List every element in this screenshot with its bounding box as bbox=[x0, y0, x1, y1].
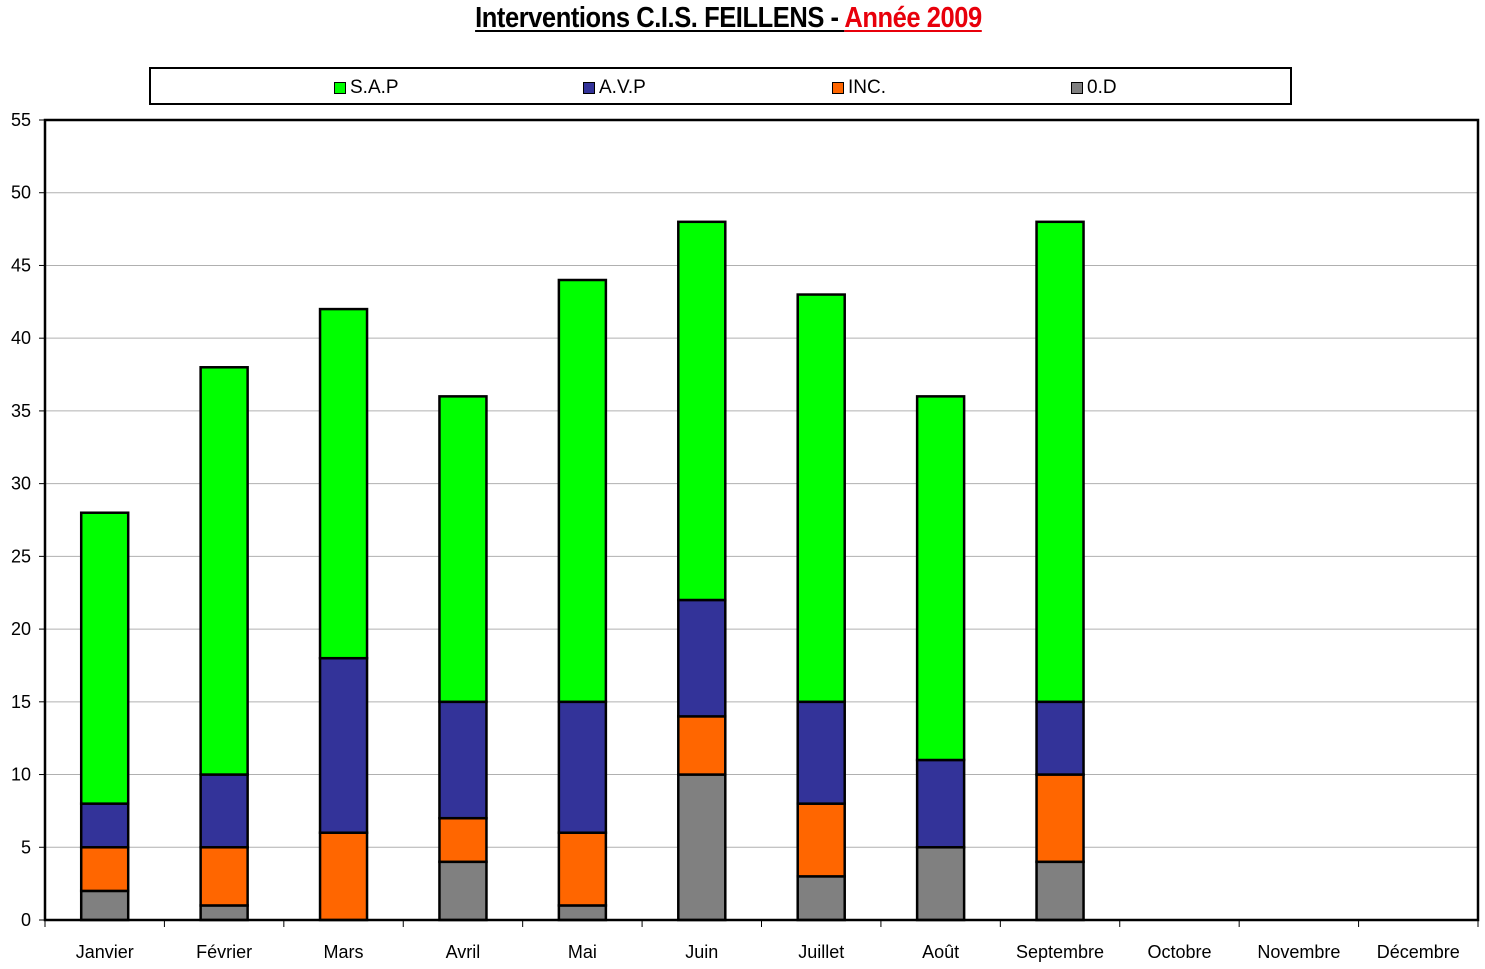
y-tick-label-50: 50 bbox=[11, 183, 31, 203]
bar-juin-avp bbox=[677, 598, 727, 718]
x-tick-label-février: Février bbox=[196, 942, 252, 962]
legend-swatch-avp bbox=[583, 82, 595, 94]
legend-label-avp: A.V.P bbox=[599, 77, 646, 98]
legend-item-avp: A.V.P bbox=[583, 77, 646, 98]
bar-avril-0d bbox=[438, 860, 488, 922]
x-tick-label-janvier: Janvier bbox=[76, 942, 134, 962]
y-tick-label-55: 55 bbox=[11, 110, 31, 130]
bar-juin-0d bbox=[677, 773, 727, 922]
bar-septembre-inc bbox=[1035, 773, 1085, 864]
bar-mai-sap bbox=[557, 278, 608, 704]
y-tick-label-45: 45 bbox=[11, 255, 31, 275]
chart-title-year: Année 2009 bbox=[844, 2, 982, 34]
chart-title-main: Interventions C.I.S. FEILLENS - bbox=[475, 2, 845, 34]
bar-avril-avp bbox=[438, 700, 488, 820]
bar-juillet-avp bbox=[796, 700, 846, 805]
bar-juillet-sap bbox=[796, 293, 846, 704]
bar-février-inc bbox=[199, 846, 249, 907]
y-tick-label-15: 15 bbox=[11, 692, 31, 712]
bar-mars-sap bbox=[318, 307, 369, 660]
plot-border bbox=[43, 118, 1480, 922]
bar-mai-avp bbox=[557, 700, 608, 834]
legend-swatch-inc bbox=[832, 82, 844, 94]
bar-janvier-avp bbox=[79, 802, 130, 849]
y-tick-label-30: 30 bbox=[11, 474, 31, 494]
bar-mars-inc bbox=[318, 831, 369, 922]
legend-label-od: 0.D bbox=[1087, 77, 1117, 98]
legend-item-od: 0.D bbox=[1071, 77, 1117, 98]
y-tick-label-40: 40 bbox=[11, 328, 31, 348]
chart-title: Interventions C.I.S. FEILLENS - Année 20… bbox=[87, 2, 1369, 35]
bar-septembre-avp bbox=[1035, 700, 1085, 776]
bar-janvier-sap bbox=[79, 511, 130, 805]
bar-février-sap bbox=[199, 366, 249, 776]
bar-septembre-0d bbox=[1035, 860, 1085, 922]
x-tick-label-septembre: Septembre bbox=[1016, 942, 1104, 962]
y-tick-label-25: 25 bbox=[11, 546, 31, 566]
bar-janvier-inc bbox=[79, 846, 130, 893]
x-tick-label-juillet: Juillet bbox=[798, 942, 844, 962]
y-tick-label-20: 20 bbox=[11, 619, 31, 639]
bar-juin-inc bbox=[677, 715, 727, 776]
x-tick-label-août: Août bbox=[922, 942, 959, 962]
x-tick-label-décembre: Décembre bbox=[1377, 942, 1460, 962]
y-tick-label-5: 5 bbox=[21, 837, 31, 857]
bar-avril-inc bbox=[438, 816, 488, 864]
x-tick-label-juin: Juin bbox=[685, 942, 718, 962]
bar-janvier-0d bbox=[79, 889, 130, 922]
x-tick-label-avril: Avril bbox=[446, 942, 481, 962]
bar-août-avp bbox=[915, 758, 966, 849]
plot-area bbox=[45, 120, 1478, 920]
y-tick-label-10: 10 bbox=[11, 765, 31, 785]
chart-legend: S.A.P A.V.P INC. 0.D bbox=[149, 67, 1292, 105]
legend-label-inc: INC. bbox=[848, 77, 886, 98]
legend-label-sap: S.A.P bbox=[350, 77, 399, 98]
legend-item-sap: S.A.P bbox=[334, 77, 399, 98]
bar-juillet-0d bbox=[796, 875, 846, 922]
x-tick-label-mars: Mars bbox=[324, 942, 364, 962]
legend-swatch-od bbox=[1071, 82, 1083, 94]
y-tick-label-0: 0 bbox=[21, 910, 31, 930]
bar-février-avp bbox=[199, 773, 249, 849]
y-tick-label-35: 35 bbox=[11, 401, 31, 421]
legend-swatch-sap bbox=[334, 82, 346, 94]
bar-avril-sap bbox=[438, 395, 488, 704]
bar-mai-0d bbox=[557, 904, 608, 922]
bar-août-sap bbox=[915, 395, 966, 762]
bar-mars-avp bbox=[318, 656, 369, 834]
bar-mai-inc bbox=[557, 831, 608, 907]
legend-item-inc: INC. bbox=[832, 77, 886, 98]
x-tick-label-mai: Mai bbox=[568, 942, 597, 962]
bar-août-0d bbox=[915, 846, 966, 922]
x-tick-label-octobre: Octobre bbox=[1147, 942, 1211, 962]
x-tick-label-novembre: Novembre bbox=[1257, 942, 1340, 962]
bar-septembre-sap bbox=[1035, 220, 1085, 704]
bar-février-0d bbox=[199, 904, 249, 922]
bar-juin-sap bbox=[677, 220, 727, 602]
bar-juillet-inc bbox=[796, 802, 846, 878]
